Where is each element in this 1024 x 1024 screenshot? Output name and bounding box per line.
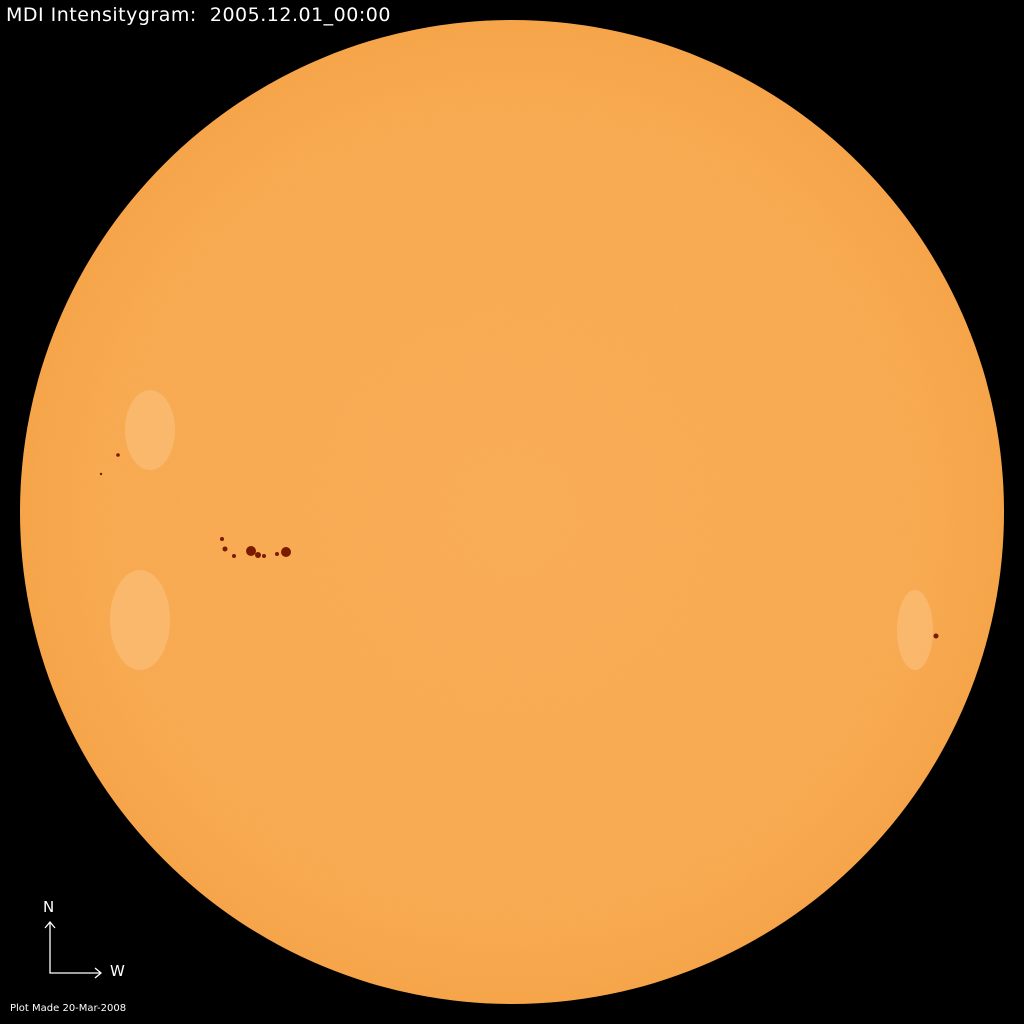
orientation-compass: N W	[40, 895, 140, 985]
image-title: MDI Intensitygram: 2005.12.01_00:00	[6, 4, 391, 26]
faculae	[110, 390, 933, 670]
plot-date-footer: Plot Made 20-Mar-2008	[10, 1003, 127, 1014]
disk-texture	[20, 20, 1004, 1004]
compass-arrows-icon	[44, 920, 103, 979]
north-label: N	[43, 898, 55, 916]
sunspot-group	[99, 453, 939, 639]
west-label: W	[110, 962, 125, 980]
